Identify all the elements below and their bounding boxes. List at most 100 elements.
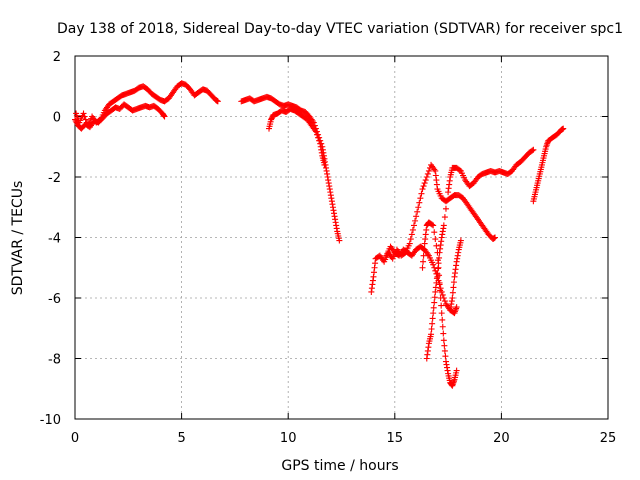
data-point xyxy=(456,167,463,174)
data-point xyxy=(429,221,436,228)
data-point xyxy=(438,310,445,317)
data-point xyxy=(315,134,322,141)
y-tick-label: -4 xyxy=(48,232,61,247)
data-point xyxy=(415,204,422,211)
y-tick-label: -2 xyxy=(48,171,61,186)
data-markers xyxy=(72,80,567,389)
data-point xyxy=(436,279,443,286)
data-point xyxy=(421,180,428,187)
data-point xyxy=(433,242,440,249)
data-point xyxy=(492,234,499,241)
series-trace-c xyxy=(238,93,343,244)
y-axis: -10 -8 -6 -4 -2 0 2 xyxy=(40,50,608,428)
data-point xyxy=(431,294,438,301)
data-point xyxy=(420,183,427,190)
data-point xyxy=(442,353,449,360)
data-point xyxy=(321,161,328,168)
x-tick-label: 15 xyxy=(387,431,404,446)
data-point xyxy=(439,323,446,330)
data-point xyxy=(430,304,437,311)
data-point xyxy=(530,146,537,153)
data-point xyxy=(441,347,448,354)
data-point xyxy=(428,331,435,338)
y-axis-label: SDTVAR / TECUs xyxy=(10,181,26,296)
x-tick-label: 10 xyxy=(280,431,297,446)
data-point xyxy=(429,320,436,327)
data-point xyxy=(439,291,446,298)
data-point xyxy=(444,197,451,204)
chart-title: Day 138 of 2018, Sidereal Day-to-day VTE… xyxy=(57,21,623,37)
data-point xyxy=(436,272,443,279)
data-point xyxy=(407,236,414,243)
data-point xyxy=(419,186,426,193)
data-point xyxy=(413,213,420,220)
data-point xyxy=(440,222,447,229)
data-point xyxy=(410,222,417,229)
series-trace-f xyxy=(383,243,460,317)
grid xyxy=(75,56,608,419)
data-point xyxy=(408,231,415,238)
data-point xyxy=(406,240,413,247)
data-point xyxy=(412,217,419,224)
data-point xyxy=(424,170,431,177)
y-tick-label: -8 xyxy=(48,353,61,368)
data-point xyxy=(416,199,423,206)
series-trace-d xyxy=(266,105,328,168)
data-point xyxy=(441,298,448,305)
data-point xyxy=(418,190,425,197)
data-point xyxy=(419,264,426,271)
data-point xyxy=(442,205,449,212)
data-point xyxy=(430,310,437,317)
y-tick-label: 0 xyxy=(53,111,61,126)
data-point xyxy=(453,304,460,311)
data-point xyxy=(429,315,436,322)
data-point xyxy=(422,177,429,184)
data-point xyxy=(560,125,567,132)
data-point xyxy=(312,128,319,135)
data-point xyxy=(420,252,427,259)
data-point xyxy=(435,264,442,271)
data-point xyxy=(437,295,444,301)
data-point xyxy=(430,222,437,229)
series-trace-i xyxy=(447,237,464,314)
data-point xyxy=(441,342,448,349)
data-point xyxy=(439,316,446,323)
data-point xyxy=(214,98,221,105)
y-tick-label: -6 xyxy=(48,292,61,307)
data-point xyxy=(434,249,441,256)
data-point xyxy=(441,214,448,221)
series-trace-j xyxy=(530,125,567,205)
data-point xyxy=(440,337,447,344)
data-point xyxy=(529,147,536,154)
data-point xyxy=(457,237,464,244)
data-point xyxy=(437,287,444,294)
data-point xyxy=(449,289,456,296)
x-tick-label: 20 xyxy=(493,431,510,446)
x-tick-label: 0 xyxy=(71,431,79,446)
data-point xyxy=(431,299,438,306)
series-trace-a xyxy=(73,80,221,129)
data-point xyxy=(409,226,416,233)
data-point xyxy=(316,137,323,144)
data-point xyxy=(425,167,432,174)
data-point xyxy=(434,257,441,264)
y-tick-label: 2 xyxy=(53,50,61,65)
data-point xyxy=(428,326,435,333)
data-point xyxy=(449,295,456,301)
data-point xyxy=(161,113,168,120)
data-point xyxy=(450,284,457,291)
data-point xyxy=(414,208,421,215)
x-axis: 0 5 10 15 20 25 xyxy=(71,56,616,446)
data-point xyxy=(450,279,457,286)
x-axis-label: GPS time / hours xyxy=(281,458,398,474)
data-point xyxy=(440,330,447,337)
y-tick-label: -10 xyxy=(40,413,61,428)
data-point xyxy=(421,246,428,253)
x-tick-label: 25 xyxy=(600,431,617,446)
data-point xyxy=(420,258,427,265)
data-point xyxy=(417,195,424,202)
series-trace-g xyxy=(423,146,537,362)
data-point xyxy=(430,261,437,268)
data-point xyxy=(313,131,320,138)
